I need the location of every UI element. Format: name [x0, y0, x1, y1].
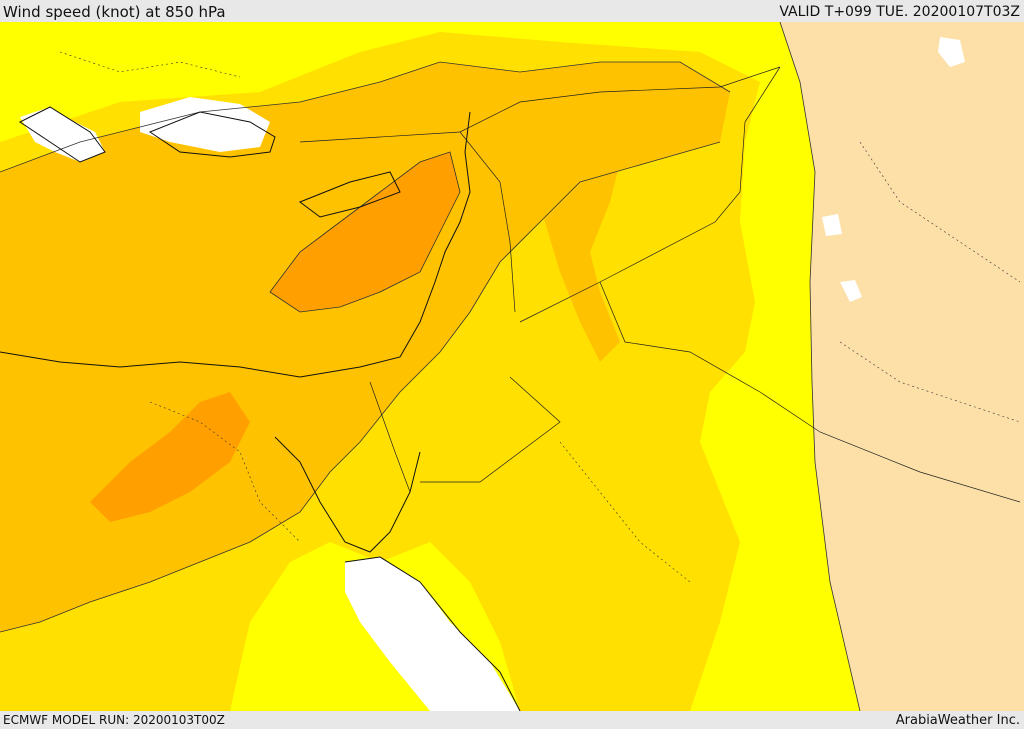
calm-black-sea: [140, 97, 270, 152]
calm-small-2: [840, 280, 862, 302]
header-bar: Wind speed (knot) at 850 hPa VALID T+099…: [0, 0, 1024, 22]
band-deep-orange: [270, 152, 460, 312]
calm-caspian-west: [20, 107, 105, 162]
wind-speed-map: [0, 22, 1024, 711]
contour-lines: [0, 22, 861, 711]
footer-bar: ECMWF MODEL RUN: 20200103T00Z ArabiaWeat…: [0, 711, 1024, 729]
band-gold-east: [530, 132, 620, 362]
calm-small-3: [822, 214, 842, 236]
credit: ArabiaWeather Inc.: [895, 713, 1020, 728]
borders: [299, 66, 1021, 503]
calm-red-sea: [345, 557, 520, 711]
band-deep-orange-2: [90, 392, 250, 522]
map-title: Wind speed (knot) at 850 hPa: [3, 3, 226, 21]
calm-small-1: [938, 37, 965, 67]
valid-time: VALID T+099 TUE. 20200107T03Z: [779, 4, 1020, 20]
model-run: ECMWF MODEL RUN: 20200103T00Z: [3, 713, 225, 727]
admin-lines: [59, 51, 1021, 583]
coastlines: [0, 106, 521, 711]
